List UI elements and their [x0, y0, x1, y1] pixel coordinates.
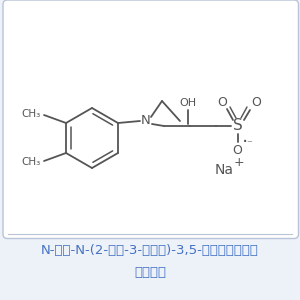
Text: N: N	[141, 115, 151, 128]
Text: O: O	[232, 143, 242, 157]
Text: O: O	[217, 97, 227, 110]
Text: +: +	[234, 157, 244, 169]
Text: ·: ·	[242, 134, 248, 152]
Text: CH₃: CH₃	[22, 157, 41, 167]
Text: OH: OH	[179, 98, 197, 108]
FancyBboxPatch shape	[3, 0, 298, 238]
Text: S: S	[233, 118, 243, 134]
Text: ⁻: ⁻	[246, 139, 252, 149]
Text: N-乙基-N-(2-羟基-3-磺丙基)-3,5-二甲基苯胺钠盐: N-乙基-N-(2-羟基-3-磺丙基)-3,5-二甲基苯胺钠盐	[41, 244, 259, 256]
Text: CH₃: CH₃	[22, 109, 41, 119]
Text: 一水合物: 一水合物	[134, 266, 166, 278]
Text: O: O	[251, 97, 261, 110]
Text: Na: Na	[215, 163, 234, 177]
